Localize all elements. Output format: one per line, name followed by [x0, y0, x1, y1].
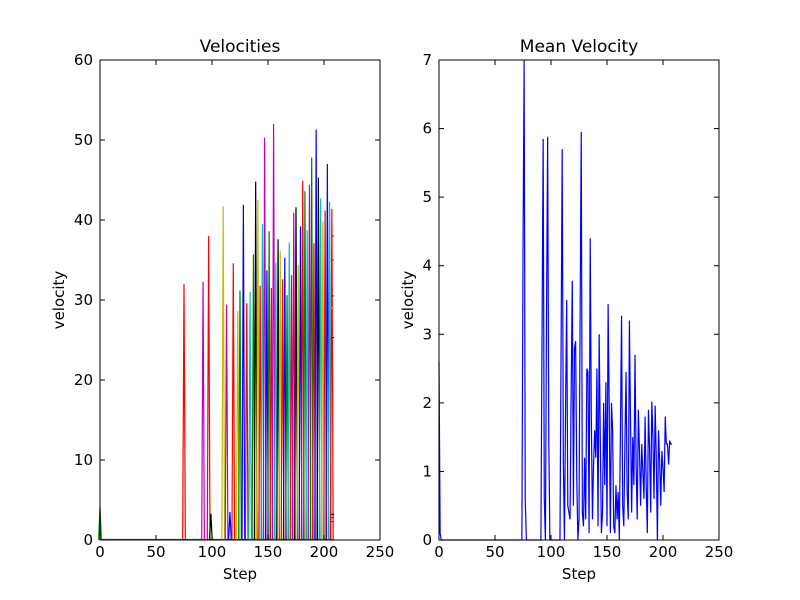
x-axis-label: Step: [562, 565, 596, 583]
velocity-spike: [248, 291, 253, 541]
x-tick-label: 0: [434, 543, 444, 561]
mean-velocity-line: [438, 59, 672, 541]
chart-title: Velocities: [200, 37, 281, 57]
y-tick-label: 0: [422, 531, 432, 549]
y-tick-label: 2: [422, 394, 432, 412]
velocity-spike: [182, 283, 186, 541]
velocity-spike: [262, 137, 267, 541]
velocity-spike: [201, 281, 205, 541]
x-tick-label: 200: [649, 543, 678, 561]
y-tick-label: 50: [74, 131, 93, 149]
x-tick-label: 50: [485, 543, 504, 561]
velocities-chart: Velocities 0 50 100 150 200 2500102030405060 …: [50, 37, 394, 583]
x-tick-label: 100: [198, 543, 227, 561]
x-tick-label: 200: [310, 543, 339, 561]
y-tick-label: 5: [422, 188, 432, 206]
y-tick-label: 1: [422, 462, 432, 480]
velocity-spike: [271, 123, 276, 541]
y-tick-label: 4: [422, 257, 432, 275]
axis-ticks: 0 50 100 150 200 250 0 10 20 30 40 50 60: [74, 51, 394, 561]
plot-frame: [438, 59, 720, 541]
y-tick-label: 0: [83, 531, 93, 549]
velocity-spike: [206, 235, 211, 541]
velocity-spike: [221, 206, 226, 541]
axis-ticks: 0 50 100 150 200 250 0 1 2 3 4 5 6 7: [422, 51, 733, 561]
y-tick-label: 7: [422, 51, 432, 69]
chart-title: Mean Velocity: [520, 37, 638, 57]
y-tick-label: 10: [74, 451, 93, 469]
x-tick-label: 100: [537, 543, 566, 561]
x-tick-label: 250: [705, 543, 734, 561]
x-tick-label: 0: [95, 543, 105, 561]
velocity-spike: [238, 290, 242, 541]
velocity-spike: [224, 304, 229, 541]
y-tick-label: 6: [422, 120, 432, 138]
y-tick-label: 60: [74, 51, 93, 69]
plot-marks: [438, 59, 672, 541]
mean-velocity-chart: Mean Velocity 0 50 100 150 200 250 0 1 2 3 4 5 6 7 St…: [399, 37, 733, 583]
velocity-spike: [244, 303, 249, 541]
y-tick-label: 20: [74, 371, 93, 389]
x-axis-label: Step: [223, 565, 257, 583]
x-tick-label: 150: [593, 543, 622, 561]
y-tick-label: 3: [422, 325, 432, 343]
y-tick-label: 40: [74, 211, 93, 229]
velocity-spike: [227, 511, 232, 541]
x-tick-label: 250: [366, 543, 395, 561]
y-axis-label: velocity: [50, 271, 68, 330]
x-tick-label: 50: [146, 543, 165, 561]
velocity-spike: [208, 513, 213, 541]
x-tick-label: 150: [254, 543, 283, 561]
velocity-spike: [231, 263, 236, 541]
y-tick-label: 30: [74, 291, 93, 309]
y-axis-label: velocity: [399, 271, 417, 330]
velocity-spike: [329, 208, 334, 541]
velocity-spike: [241, 204, 246, 541]
